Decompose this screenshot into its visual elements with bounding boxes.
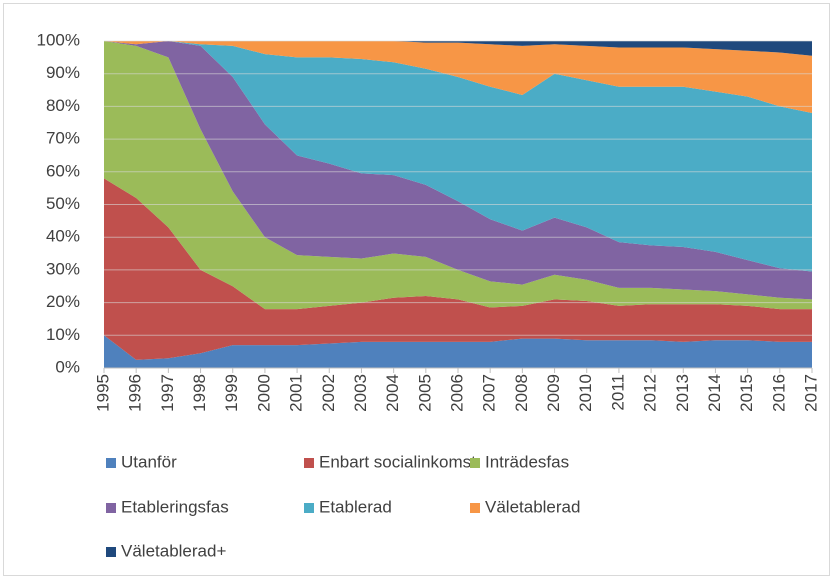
- x-tick-label: 2017: [801, 374, 820, 412]
- y-tick-label: 70%: [46, 129, 80, 148]
- area: [104, 335, 812, 368]
- y-tick-label: 90%: [46, 63, 80, 82]
- y-tick-label: 80%: [46, 96, 80, 115]
- y-tick-label: 30%: [46, 259, 80, 278]
- y-tick-label: 50%: [46, 194, 80, 213]
- y-tick-label: 20%: [46, 292, 80, 311]
- x-tick-label: 1996: [126, 374, 145, 412]
- legend-swatch: [304, 503, 314, 513]
- y-tick-label: 60%: [46, 161, 80, 180]
- x-tick-label: 1997: [158, 374, 177, 412]
- legend-label: Väletablerad+: [121, 541, 226, 560]
- legend-label: Etableringsfas: [121, 497, 229, 516]
- legend-label: Utanför: [121, 452, 177, 471]
- x-tick-label: 2013: [673, 374, 692, 412]
- legend-swatch: [470, 503, 480, 513]
- legend-label: Etablerad: [319, 497, 392, 516]
- legend-label: Väletablerad: [485, 497, 580, 516]
- legend-swatch: [106, 547, 116, 557]
- legend-label: Enbart socialinkomst: [319, 452, 476, 471]
- x-tick-label: 2014: [705, 374, 724, 412]
- legend-label: Inträdesfas: [485, 452, 569, 471]
- x-tick-label: 2007: [480, 374, 499, 412]
- y-tick-label: 100%: [37, 30, 80, 49]
- area: [104, 41, 812, 272]
- x-tick-label: 1998: [190, 374, 209, 412]
- x-tick-label: 2015: [737, 374, 756, 412]
- x-tick-label: 1999: [222, 374, 241, 412]
- x-tick-label: 2010: [576, 374, 595, 412]
- x-tick-label: 2008: [512, 374, 531, 412]
- x-tick-label: 2011: [608, 374, 627, 411]
- area: [104, 41, 812, 113]
- legend-swatch: [106, 503, 116, 513]
- area: [104, 178, 812, 360]
- x-tick-label: 2000: [254, 374, 273, 412]
- y-tick-label: 40%: [46, 227, 80, 246]
- x-tick-label: 2006: [447, 374, 466, 412]
- area: [104, 41, 812, 56]
- x-tick-label: 2004: [383, 374, 402, 412]
- x-tick-label: 2016: [769, 374, 788, 412]
- x-tick-label: 2009: [544, 374, 563, 412]
- legend-swatch: [304, 458, 314, 468]
- x-tick-label: 2012: [641, 374, 660, 412]
- x-tick-label: 2003: [351, 374, 370, 412]
- y-tick-label: 0%: [55, 357, 80, 376]
- legend-swatch: [470, 458, 480, 468]
- area: [104, 41, 812, 300]
- y-tick-label: 10%: [46, 325, 80, 344]
- x-tick-label: 1995: [93, 374, 112, 412]
- x-tick-label: 2001: [287, 374, 306, 412]
- legend-swatch: [106, 458, 116, 468]
- x-tick-label: 2002: [319, 374, 338, 412]
- x-tick-label: 2005: [415, 374, 434, 412]
